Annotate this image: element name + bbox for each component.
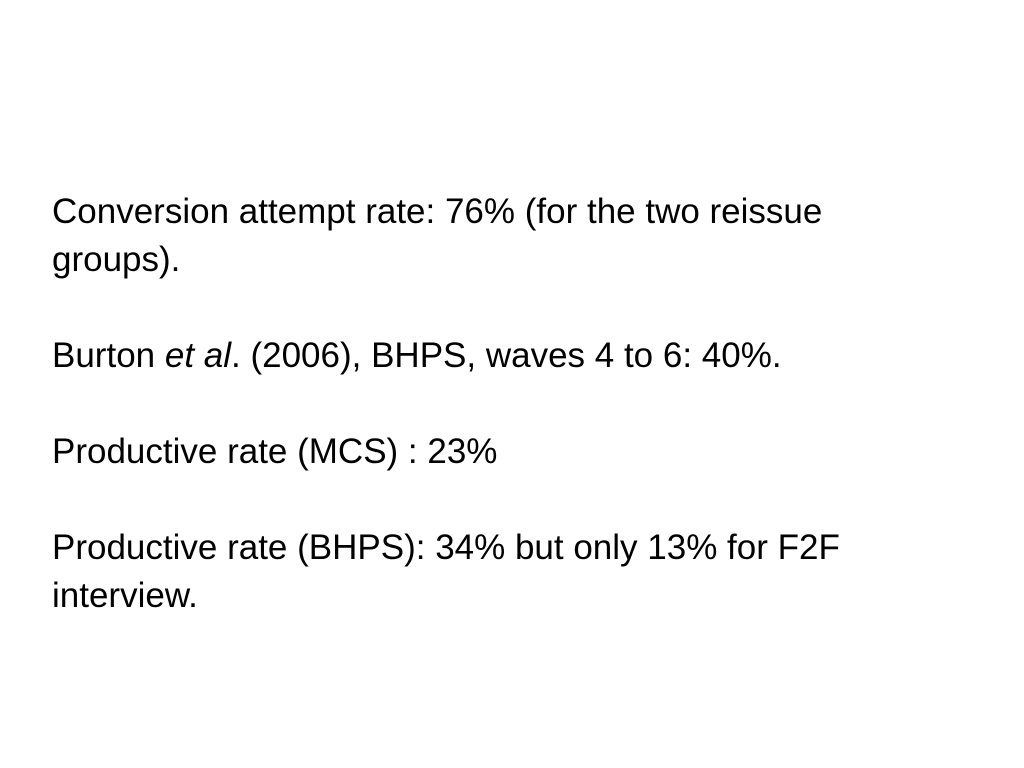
text-line: Productive rate (MCS) : 23% xyxy=(52,432,498,471)
text-run: . (2006), BHPS, waves 4 to 6: 40%. xyxy=(231,336,782,375)
text-line: Productive rate (BHPS): 34% but only 13%… xyxy=(52,528,840,567)
italic-run: et al xyxy=(164,336,232,375)
paragraph: Productive rate (MCS) : 23% xyxy=(52,428,1002,476)
text-line: interview. xyxy=(52,576,198,615)
text-line: groups). xyxy=(52,240,181,279)
text-run: Burton xyxy=(52,336,165,375)
text-line: Burton et al. (2006), BHPS, waves 4 to 6… xyxy=(52,332,1002,380)
paragraph: Burton et al. (2006), BHPS, waves 4 to 6… xyxy=(52,332,1002,380)
paragraph: Productive rate (BHPS): 34% but only 13%… xyxy=(52,524,1002,620)
slide-body: Conversion attempt rate: 76% (for the tw… xyxy=(52,188,1002,668)
paragraph: Conversion attempt rate: 76% (for the tw… xyxy=(52,188,1002,284)
text-line: Conversion attempt rate: 76% (for the tw… xyxy=(52,192,823,231)
